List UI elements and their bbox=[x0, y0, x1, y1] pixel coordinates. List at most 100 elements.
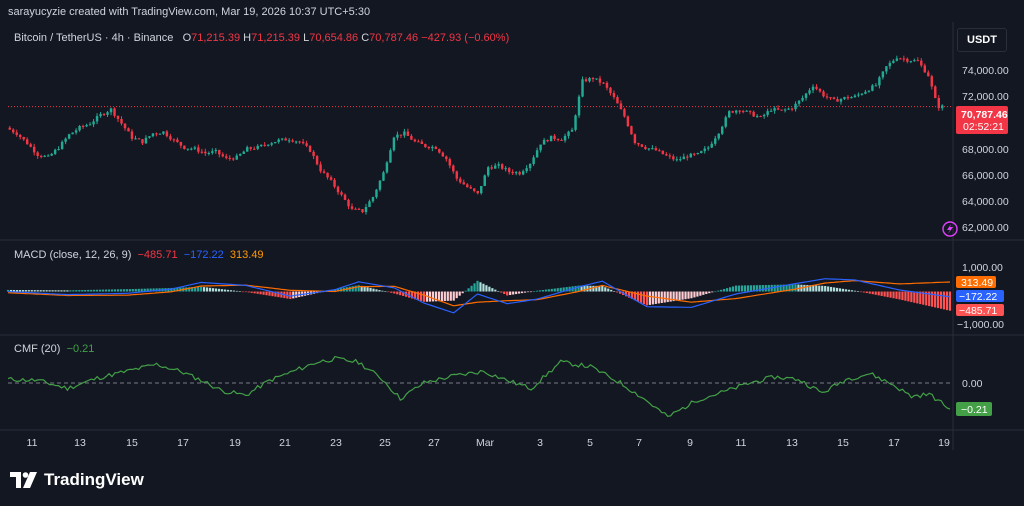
candle-body bbox=[246, 147, 249, 152]
macd-hist-bar bbox=[277, 291, 280, 298]
cmf-title[interactable]: CMF (20) bbox=[14, 343, 61, 355]
macd-line bbox=[7, 278, 951, 314]
macd-hist-bar bbox=[387, 291, 390, 293]
candle-body bbox=[487, 167, 490, 176]
candle-body bbox=[197, 147, 200, 152]
candle-body bbox=[378, 180, 382, 190]
macd-hist-bar bbox=[562, 287, 565, 292]
candle-body bbox=[483, 175, 486, 186]
candle-body bbox=[493, 165, 497, 169]
macd-hist-bar bbox=[934, 291, 937, 308]
macd-hist-bar bbox=[743, 285, 747, 292]
macd-hist-bar bbox=[24, 290, 27, 292]
macd-hist-bar bbox=[235, 290, 238, 292]
macd-hist-bar bbox=[87, 289, 90, 292]
macd-hist-bar bbox=[678, 291, 681, 301]
candle-body bbox=[780, 109, 783, 111]
candle-body bbox=[934, 86, 937, 99]
candle-body bbox=[102, 114, 106, 116]
macd-hist-bar bbox=[838, 288, 842, 292]
macd-hist-bar bbox=[604, 287, 607, 292]
macd-hist-bar bbox=[149, 288, 152, 292]
candle-body bbox=[466, 184, 469, 188]
candle-body bbox=[595, 78, 598, 80]
candle-body bbox=[225, 156, 228, 158]
candle-body bbox=[95, 116, 99, 122]
cmf-value-badge bbox=[956, 402, 992, 416]
candle-body bbox=[298, 141, 301, 143]
candle-body bbox=[322, 171, 326, 173]
macd-hist-bar bbox=[381, 290, 384, 292]
macd-hist-bar bbox=[131, 288, 134, 292]
candle-body bbox=[284, 138, 287, 141]
macd-hist-bar bbox=[72, 290, 75, 292]
candle-body bbox=[808, 90, 811, 94]
lightning-icon[interactable] bbox=[942, 221, 958, 237]
candle-body bbox=[584, 79, 588, 82]
macd-value-badge-text: −172.22 bbox=[959, 291, 997, 303]
candle-body bbox=[528, 163, 532, 169]
macd-hist-bar bbox=[449, 291, 452, 301]
macd-hist-bar bbox=[428, 291, 432, 302]
low-label: L bbox=[303, 32, 310, 44]
macd-hist-bar bbox=[651, 291, 654, 305]
macd-hist-bar bbox=[125, 289, 128, 292]
tradingview-logo[interactable]: TradingView bbox=[10, 470, 144, 490]
macd-hist-bar bbox=[574, 285, 577, 292]
last-price-badge bbox=[956, 106, 1008, 134]
currency-button[interactable]: USDT bbox=[957, 28, 1007, 52]
macd-hist-bar bbox=[396, 291, 399, 295]
candle-body bbox=[717, 133, 720, 139]
macd-hist-bar bbox=[791, 284, 794, 292]
candle-body bbox=[829, 97, 832, 99]
candle-body bbox=[459, 178, 462, 183]
macd-hist-bar bbox=[526, 291, 530, 293]
macd-hist-bar bbox=[488, 286, 491, 292]
macd-hist-bar bbox=[485, 285, 488, 292]
macd-hist-bar bbox=[907, 291, 910, 302]
candle-body bbox=[186, 148, 190, 150]
candle-body bbox=[630, 126, 633, 135]
time-axis: 11 13 15 17 19 21 23 25 27 Mar 3 5 7 9 11 13 15 17 19 bbox=[27, 437, 950, 449]
macd-hist-bar bbox=[247, 291, 250, 293]
candle-body bbox=[818, 88, 822, 92]
candle-body bbox=[176, 139, 179, 142]
macd-hist-bar bbox=[69, 290, 72, 292]
macd-hist-bar bbox=[601, 285, 604, 292]
candle-body bbox=[294, 141, 298, 143]
open-value: 71,215.39 bbox=[191, 32, 241, 44]
macd-hist-bar bbox=[636, 291, 640, 302]
candle-body bbox=[183, 145, 186, 150]
candle-body bbox=[218, 149, 221, 155]
candle-body bbox=[116, 115, 120, 119]
macd-hist-bar bbox=[200, 286, 203, 292]
macd-hist-bar bbox=[289, 291, 292, 300]
macd-hist-bar bbox=[577, 285, 580, 292]
macd-title[interactable]: MACD (close, 12, 26, 9) bbox=[14, 249, 132, 261]
symbol-name[interactable]: Bitcoin / TetherUS · 4h · Binance bbox=[14, 32, 174, 44]
candle-body bbox=[843, 97, 846, 100]
candle-body bbox=[473, 188, 476, 191]
macd-hist-bar bbox=[642, 291, 646, 305]
candle-body bbox=[665, 154, 668, 156]
candle-body bbox=[8, 127, 11, 130]
macd-hist-bar bbox=[880, 291, 883, 296]
candle-body bbox=[801, 97, 804, 101]
candle-body bbox=[424, 143, 427, 148]
candle-body bbox=[141, 139, 144, 144]
macd-hist-bar bbox=[675, 291, 678, 301]
candle-body bbox=[741, 111, 745, 113]
candle-body bbox=[679, 159, 682, 161]
candle-body bbox=[598, 78, 602, 83]
macd-hist-bar bbox=[259, 291, 262, 295]
candle-body bbox=[850, 97, 853, 99]
macd-hist-bar bbox=[33, 290, 36, 292]
candle-body bbox=[315, 156, 319, 165]
candle-body bbox=[462, 182, 465, 185]
macd-hist-bar bbox=[681, 291, 684, 300]
candle-body bbox=[616, 97, 619, 104]
macd-hist-bar bbox=[416, 291, 420, 301]
symbol-legend: Bitcoin / TetherUS · 4h · Binance O71,21… bbox=[14, 32, 509, 44]
candle-body bbox=[588, 78, 591, 82]
